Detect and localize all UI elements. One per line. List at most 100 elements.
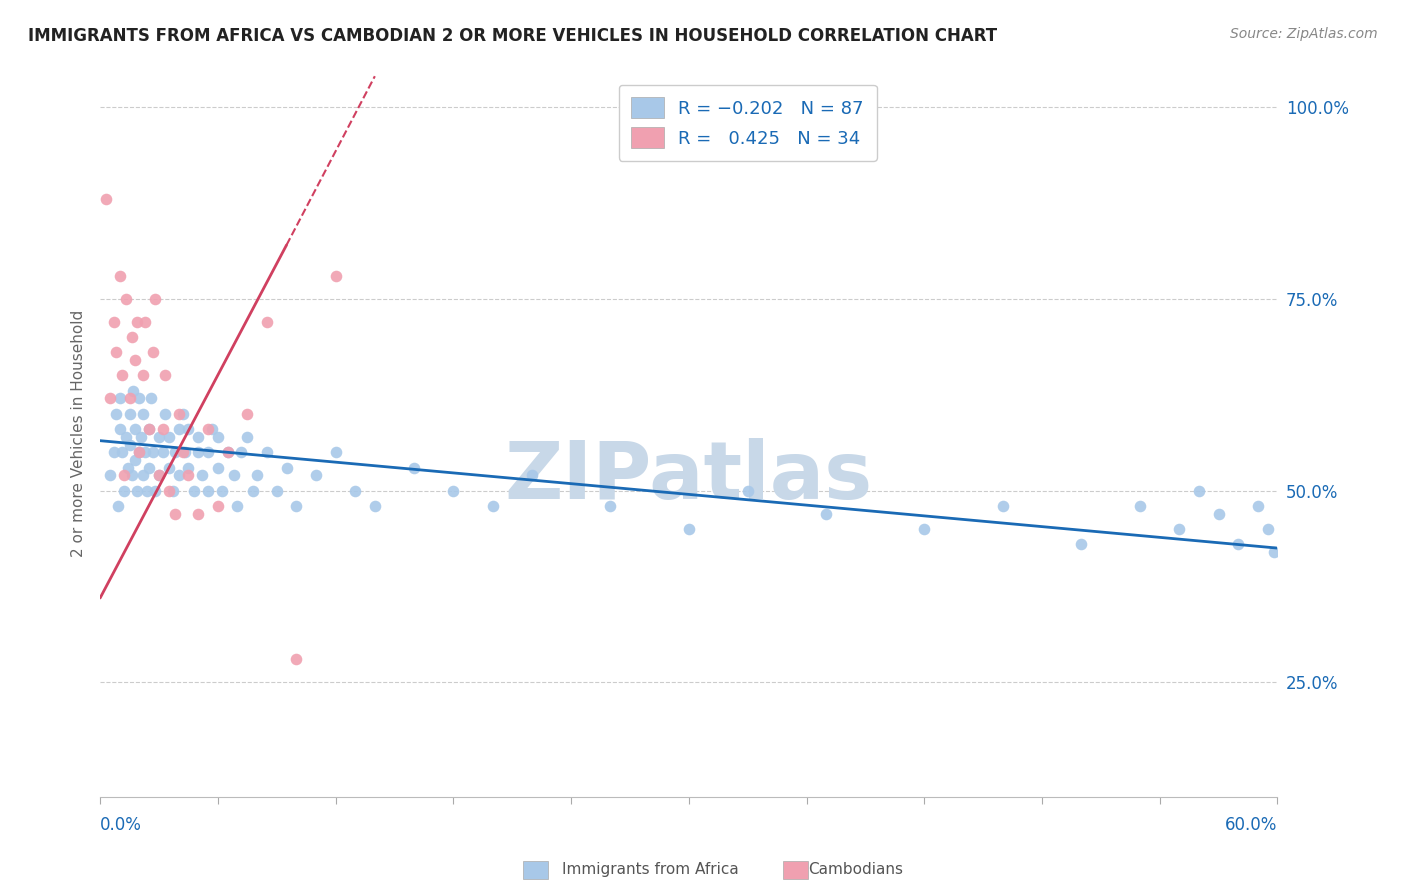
Point (276, 460, 298, 475)
Point (104, 345, 127, 359)
Point (266, 483, 288, 498)
Point (197, 445, 219, 459)
Text: ZIPatlas: ZIPatlas (505, 438, 873, 516)
Point (163, 445, 186, 459)
Point (231, 445, 253, 459)
Point (152, 445, 174, 459)
Point (138, 460, 160, 475)
Point (1247, 499, 1270, 513)
Point (163, 507, 186, 521)
Point (912, 522, 935, 536)
Point (143, 483, 166, 498)
Point (128, 445, 150, 459)
Point (1129, 499, 1152, 513)
Point (305, 468, 328, 483)
Point (111, 368, 134, 383)
Point (108, 268, 131, 283)
Point (172, 407, 194, 421)
Point (991, 499, 1014, 513)
Point (94, 192, 117, 206)
Point (201, 422, 224, 436)
Point (226, 499, 249, 513)
Point (127, 315, 149, 329)
Point (191, 468, 214, 483)
Point (217, 445, 239, 459)
Point (242, 483, 264, 498)
Point (143, 292, 166, 306)
Point (167, 407, 190, 421)
Legend: R = −0.202   N = 87, R =   0.425   N = 34: R = −0.202 N = 87, R = 0.425 N = 34 (619, 85, 876, 161)
Point (152, 422, 174, 436)
Point (197, 422, 219, 436)
Point (117, 460, 139, 475)
Point (1188, 483, 1211, 498)
Text: 60.0%: 60.0% (1225, 816, 1278, 834)
Text: 0.0%: 0.0% (100, 816, 142, 834)
Point (285, 499, 308, 513)
Point (815, 507, 838, 521)
Point (325, 268, 347, 283)
Point (172, 445, 194, 459)
Point (153, 407, 176, 421)
Point (103, 315, 125, 329)
Point (108, 392, 131, 406)
Point (177, 460, 200, 475)
Point (187, 430, 209, 444)
Point (121, 468, 143, 483)
Point (122, 384, 145, 398)
Point (107, 499, 129, 513)
Point (1070, 537, 1092, 551)
Point (177, 422, 200, 436)
Point (162, 483, 184, 498)
Point (246, 468, 269, 483)
Point (177, 468, 200, 483)
Point (148, 468, 170, 483)
Point (104, 407, 127, 421)
Point (256, 445, 278, 459)
Point (108, 422, 131, 436)
Point (1227, 537, 1250, 551)
Point (197, 483, 219, 498)
Point (157, 430, 180, 444)
Point (325, 445, 347, 459)
Point (207, 460, 229, 475)
Point (114, 430, 136, 444)
Point (112, 468, 135, 483)
Point (98, 392, 121, 406)
Point (285, 652, 308, 666)
Point (187, 507, 209, 521)
Point (256, 315, 278, 329)
Point (157, 483, 180, 498)
Point (124, 353, 146, 368)
Point (481, 499, 503, 513)
Point (141, 392, 163, 406)
Point (134, 315, 156, 329)
Point (114, 292, 136, 306)
Point (520, 468, 543, 483)
Point (167, 422, 190, 436)
Point (211, 483, 233, 498)
Point (217, 445, 239, 459)
Point (236, 407, 259, 421)
Point (118, 392, 141, 406)
Point (222, 468, 245, 483)
Point (136, 483, 159, 498)
Y-axis label: 2 or more Vehicles in Household: 2 or more Vehicles in Household (72, 310, 86, 557)
Point (128, 445, 150, 459)
Point (157, 460, 180, 475)
Point (148, 468, 170, 483)
Text: Source: ZipAtlas.com: Source: ZipAtlas.com (1230, 27, 1378, 41)
Point (127, 483, 149, 498)
Text: Immigrants from Africa: Immigrants from Africa (562, 863, 740, 877)
Point (103, 445, 125, 459)
Point (183, 483, 205, 498)
Text: IMMIGRANTS FROM AFRICA VS CAMBODIAN 2 OR MORE VEHICLES IN HOUSEHOLD CORRELATION : IMMIGRANTS FROM AFRICA VS CAMBODIAN 2 OR… (28, 27, 997, 45)
Point (142, 345, 165, 359)
Point (132, 407, 155, 421)
Point (112, 483, 135, 498)
Point (118, 407, 141, 421)
Point (364, 499, 387, 513)
Point (1168, 522, 1191, 536)
Point (173, 445, 195, 459)
Point (207, 499, 229, 513)
